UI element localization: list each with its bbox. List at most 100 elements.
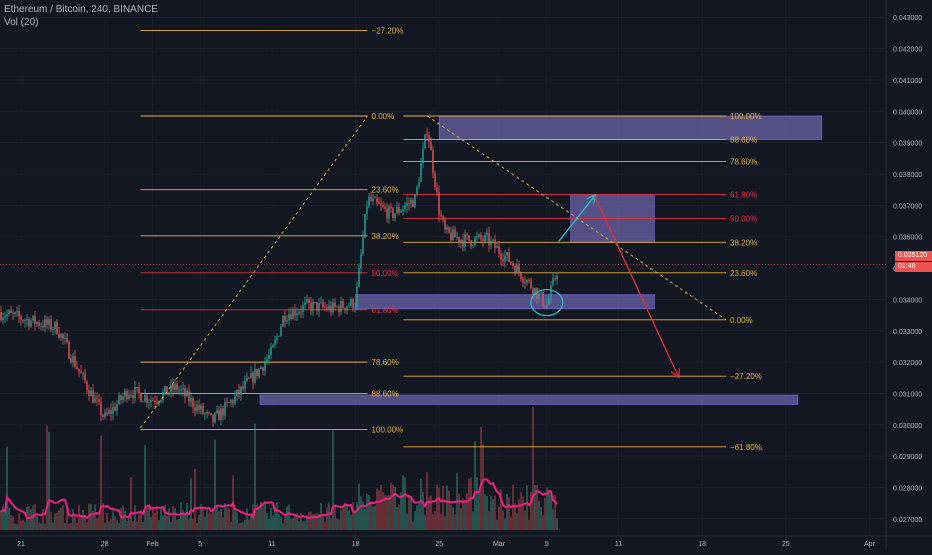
volume-bar <box>12 516 14 530</box>
candle-body <box>490 240 492 246</box>
volume-bar <box>368 494 370 530</box>
candle-body <box>276 336 278 340</box>
candle-body <box>338 306 340 313</box>
candle-body <box>500 253 502 260</box>
volume-bar <box>164 505 166 530</box>
volume-bar <box>68 523 70 530</box>
candle-body <box>228 402 230 404</box>
candle-body <box>66 338 68 342</box>
volume-bar <box>90 504 92 530</box>
volume-bar <box>442 485 444 530</box>
volume-bar <box>290 518 292 530</box>
candle-body <box>374 197 376 199</box>
candle-body <box>404 205 406 210</box>
candle-body <box>110 410 112 414</box>
candle-body <box>446 227 448 230</box>
candle-body <box>510 261 512 264</box>
volume-bar <box>306 515 308 530</box>
candle-body <box>26 318 28 321</box>
volume-bar <box>20 520 22 530</box>
candle-body <box>506 252 508 256</box>
volume-bar <box>144 444 146 530</box>
volume-bar <box>464 500 466 530</box>
volume-bar <box>300 513 302 530</box>
volume-bar <box>134 505 136 530</box>
volume-bar <box>250 515 252 530</box>
fib-label: 50.00% <box>372 269 399 278</box>
volume-bar <box>350 514 352 530</box>
volume-bar <box>178 519 180 530</box>
volume-bar <box>310 511 312 530</box>
volume-bar <box>132 521 134 530</box>
volume-bar <box>174 507 176 530</box>
candle-body <box>208 412 210 414</box>
last-price-badge: 0.035120 <box>895 251 932 261</box>
volume-ma-line <box>0 478 558 520</box>
candle-body <box>154 400 156 403</box>
candle-body <box>370 196 372 201</box>
candles <box>0 127 558 428</box>
candle-body <box>266 359 268 363</box>
x-tick-label: 25 <box>782 541 790 548</box>
x-tick-label: Apr <box>864 541 876 548</box>
volume-bar <box>278 513 280 530</box>
candle-body <box>520 272 522 279</box>
volume-bar <box>212 508 214 530</box>
volume-bar <box>22 519 24 530</box>
volume-bar <box>6 446 8 530</box>
candle-body <box>460 240 462 243</box>
volume-bar <box>62 505 64 530</box>
volume-bar <box>432 514 434 530</box>
volume-bar <box>536 485 538 530</box>
volume-bar <box>440 513 442 530</box>
candle-body <box>330 305 332 313</box>
volume-bar <box>484 494 486 530</box>
volume-bar <box>506 493 508 530</box>
x-tick-label: 11 <box>615 541 622 548</box>
volume-legend: Vol (20) <box>4 17 39 28</box>
candle-body <box>380 203 382 206</box>
candle-body <box>508 252 510 262</box>
candle-body <box>292 309 294 320</box>
candle-body <box>220 408 222 420</box>
candle-body <box>356 286 358 307</box>
candle-body <box>552 278 554 286</box>
volume-bar <box>224 503 226 530</box>
volume-bar <box>66 502 68 530</box>
volume-bar <box>114 516 116 530</box>
volume-bar <box>316 513 318 530</box>
volume-bar <box>156 508 158 530</box>
candle-body <box>30 320 32 327</box>
zone-low-support <box>259 394 799 405</box>
annotations <box>140 115 727 429</box>
candle-body <box>392 208 394 219</box>
candle-body <box>364 214 366 238</box>
volume-bar <box>452 507 454 530</box>
candle-body <box>476 236 478 238</box>
volume-bar <box>528 519 530 530</box>
volume-bar <box>14 523 16 530</box>
candle-body <box>544 305 546 308</box>
projection-arrow-up <box>558 196 595 242</box>
candle-body <box>282 315 284 327</box>
candle-body <box>58 333 60 338</box>
candle-body <box>34 315 36 325</box>
candle-body <box>432 150 434 173</box>
candle-body <box>386 208 388 219</box>
volume-bar <box>418 501 420 530</box>
volume-bar <box>152 507 154 530</box>
candle-body <box>62 333 64 339</box>
candle-body <box>344 308 346 311</box>
y-tick-label: 0.034000 <box>893 297 922 304</box>
fib-label: 0.00% <box>372 112 395 121</box>
candle-body <box>316 301 318 312</box>
candle-body <box>538 292 540 299</box>
candle-body <box>320 302 322 304</box>
volume-bar <box>326 507 328 530</box>
candle-body <box>216 410 218 414</box>
candle-body <box>310 302 312 311</box>
volume-bar <box>314 514 316 530</box>
